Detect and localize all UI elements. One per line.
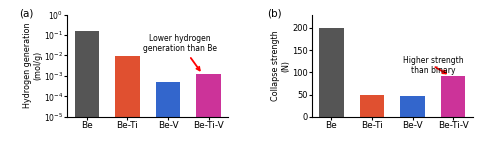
Bar (196, 74, 221, 146)
Bar (319, 28, 344, 117)
Text: (b): (b) (267, 8, 281, 18)
Text: (a): (a) (19, 8, 33, 18)
Y-axis label: Collapse strength
(N): Collapse strength (N) (271, 30, 290, 101)
Text: Higher strength
than binary: Higher strength than binary (403, 56, 463, 75)
Text: Lower hydrogen
generation than Be: Lower hydrogen generation than Be (143, 34, 217, 70)
Bar (400, 96, 425, 117)
Bar (156, 82, 180, 146)
Bar (360, 95, 384, 117)
Bar (115, 56, 140, 146)
Bar (74, 31, 99, 146)
Bar (441, 76, 466, 117)
Y-axis label: Hydrogen generation
(mol/g): Hydrogen generation (mol/g) (23, 23, 42, 108)
